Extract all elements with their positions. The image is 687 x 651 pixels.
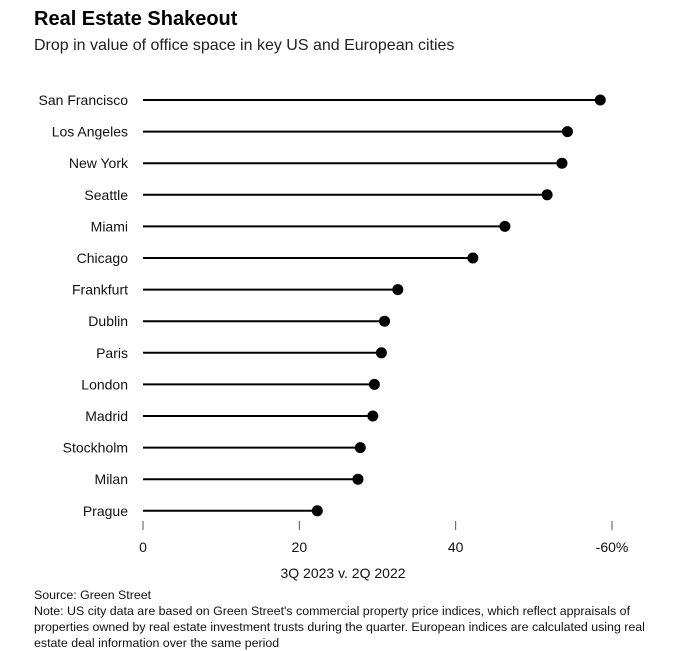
lollipop-dot [367, 410, 379, 422]
chart-subtitle: Drop in value of office space in key US … [34, 37, 455, 54]
methodology-note: Note: US city data are based on Green St… [34, 604, 645, 650]
x-tick-label: 40 [448, 539, 464, 555]
category-label: Frankfurt [72, 282, 128, 298]
lollipop-dot [556, 157, 568, 169]
category-label: Seattle [84, 187, 128, 203]
x-axis-label: 3Q 2023 v. 2Q 2022 [280, 565, 405, 581]
category-label: Miami [91, 218, 128, 234]
category-label: Prague [83, 503, 128, 519]
lollipop-dot [352, 473, 364, 485]
lollipop-dot [354, 442, 366, 454]
category-label: Los Angeles [52, 124, 128, 140]
source-note: Source: Green Street [34, 588, 152, 602]
lollipop-dot [368, 378, 380, 390]
category-label: Madrid [85, 408, 128, 424]
category-label: San Francisco [39, 92, 129, 108]
lollipop-dot [467, 252, 479, 264]
lollipop-dot [499, 220, 511, 232]
lollipop-dot [375, 347, 387, 359]
category-label: Chicago [77, 250, 129, 266]
lollipop-dot [541, 189, 553, 201]
x-tick-label: -60% [596, 539, 629, 555]
category-label: Stockholm [63, 440, 128, 456]
lollipop-dot [561, 126, 573, 138]
x-tick-label: 20 [292, 539, 308, 555]
lollipop-chart: San Francisco Los Angeles New York Seattle M… [39, 92, 629, 581]
chart-title: Real Estate Shakeout [34, 8, 238, 30]
x-tick-label: 0 [139, 539, 147, 555]
category-label: London [81, 376, 128, 392]
category-label: Paris [96, 345, 128, 361]
lollipop-dot [311, 505, 323, 517]
lollipop-dot [379, 315, 391, 327]
category-label: Milan [95, 471, 128, 487]
chart-footer: Source: Green Street Note: US city data … [34, 587, 674, 651]
category-label: New York [69, 155, 129, 171]
category-label: Dublin [88, 313, 128, 329]
lollipop-dot [392, 284, 404, 296]
lollipop-dot [594, 94, 606, 106]
